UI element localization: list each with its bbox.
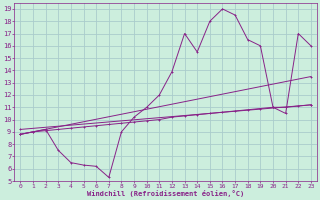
X-axis label: Windchill (Refroidissement éolien,°C): Windchill (Refroidissement éolien,°C) (87, 190, 244, 197)
